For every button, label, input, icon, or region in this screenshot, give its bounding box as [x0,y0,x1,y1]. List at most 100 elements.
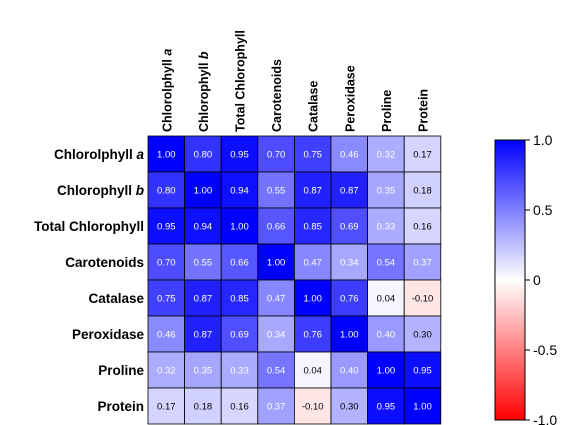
cell-value-label: 0.47 [303,258,322,269]
heatmap-cell [257,243,295,281]
colorbar-tick-label: -0.5 [533,342,557,358]
cell-value-label: 0.76 [303,330,322,341]
heatmap-cell [184,315,222,353]
row-label: Chlorophyll b [57,183,144,198]
cell-value-label: 0.87 [340,186,359,197]
row-label: Peroxidase [72,327,145,342]
heatmap-cell [330,207,368,245]
colorbar-tick-label: -1.0 [533,412,557,425]
heatmap-cell [220,243,259,281]
column-label: Carotenoids [270,59,284,132]
heatmap-cell [147,351,185,389]
cell-value-label: 0.75 [303,150,322,161]
row-label: Protein [97,399,144,414]
heatmap-cell [403,135,442,173]
heatmap-cell [367,315,405,353]
cell-value-label: 0.80 [157,186,176,197]
heatmap-cell [220,315,259,353]
cell-value-label: 0.18 [413,186,432,197]
heatmap-cell [330,351,368,389]
colorbar-tick-label: 1.0 [533,132,553,148]
heatmap-cell [293,351,332,389]
heatmap-cell [257,279,295,317]
cell-value-label: 0.30 [340,402,359,413]
heatmap-cell [220,387,259,425]
heatmap-cell [330,315,368,353]
cell-value-label: 0.95 [413,366,432,377]
cell-value-label: 0.35 [377,186,396,197]
cell-value-label: 0.95 [230,150,249,161]
heatmap-cell [403,387,442,425]
colorbar-tick-label: 0 [533,272,541,288]
column-label: Chlorolphyll a [160,49,174,132]
heatmap-cell [184,171,222,209]
column-label: Peroxidase [343,65,357,132]
heatmap-cell [330,135,368,173]
cell-value-label: 0.85 [303,222,322,233]
cell-value-label: 0.55 [194,258,213,269]
cell-value-label: 0.94 [194,222,213,233]
heatmap-cell [257,207,295,245]
heatmap-cell [184,351,222,389]
colorbar-tick-label: 0.5 [533,202,553,218]
cell-value-label: 0.85 [230,294,249,305]
cell-value-label: 0.94 [230,186,249,197]
cell-value-label: 0.16 [230,402,249,413]
heatmap-cell [257,387,295,425]
cell-value-label: 0.18 [194,402,213,413]
heatmap-cell [293,315,332,353]
colorbar-gradient [494,139,526,421]
cell-value-label: 0.69 [230,330,249,341]
heatmap-cell [403,315,442,353]
cell-value-label: 0.87 [303,186,322,197]
heatmap-cell [293,279,332,317]
column-label: Protein [417,89,431,132]
cell-value-label: 0.40 [340,366,359,377]
column-label: Chlorophyll b [197,51,211,132]
heatmap-cell [147,387,185,425]
cell-value-label: 0.34 [267,330,286,341]
cell-value-label: 1.00 [230,222,249,233]
cell-value-label: 0.32 [377,150,396,161]
heatmap-cell [367,243,405,281]
cell-value-label: 0.37 [267,402,286,413]
heatmap-cell [403,171,442,209]
heatmap-cell [367,279,405,317]
cell-value-label: 1.00 [157,150,176,161]
cell-value-label: 0.17 [157,402,176,413]
heatmap-cell [293,387,332,425]
row-label: Catalase [88,291,144,306]
cell-value-label: 0.34 [340,258,359,269]
row-labels: Chlorolphyll a Chlorophyll b Total Chlorop… [34,147,144,414]
heatmap-cell [220,207,259,245]
cell-value-label: 1.00 [303,294,322,305]
cell-value-label: 0.33 [230,366,249,377]
cell-value-label: 0.17 [413,150,432,161]
cell-value-label: 0.95 [377,402,396,413]
cell-value-label: 0.54 [267,366,286,377]
cell-value-label: 0.33 [377,222,396,233]
heatmap-cells: 1.00 0.80 0.95 0.70 0.75 0.46 0.32 0.17 0.80 1.00… [147,135,442,425]
heatmap-cell [220,351,259,389]
cell-value-label: 0.55 [267,186,286,197]
cell-value-label: 0.30 [413,330,432,341]
column-label: Proline [380,90,394,132]
column-label: Total Chlorophyll [234,30,248,132]
cell-value-label: 0.66 [267,222,286,233]
cell-value-label: 0.35 [194,366,213,377]
column-labels: Chlorolphyll a Chlorophyll b Total Chlorop… [160,30,430,132]
cell-value-label: 0.87 [194,294,213,305]
cell-value-label: 0.80 [194,150,213,161]
cell-value-label: 1.00 [194,186,213,197]
heatmap-cell [184,207,222,245]
cell-value-label: -0.10 [302,402,324,413]
cell-value-label: 0.46 [157,330,176,341]
heatmap-cell [403,279,442,317]
heatmap-cell [257,171,295,209]
heatmap-cell [403,351,442,389]
cell-value-label: 1.00 [413,402,432,413]
heatmap-cell [293,243,332,281]
row-label: Total Chlorophyll [34,219,144,234]
cell-value-label: 0.46 [340,150,359,161]
